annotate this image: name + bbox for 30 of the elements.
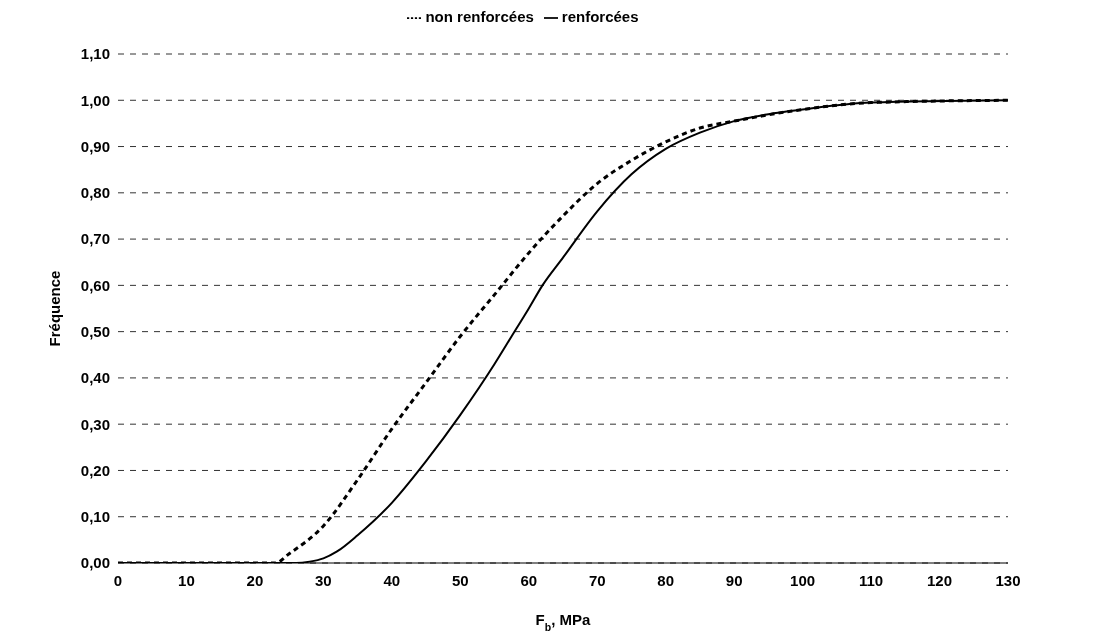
y-tick-label: 0,90 — [80, 137, 110, 155]
y-axis-title: Fréquence — [46, 270, 63, 347]
y-tick-label: 0,50 — [80, 322, 110, 340]
x-tick-label: 40 — [383, 571, 401, 589]
x-tick-label: 50 — [451, 571, 469, 589]
x-tick-label: 110 — [858, 571, 884, 589]
x-tick-label: 80 — [657, 571, 675, 589]
y-tick-label: 1,10 — [80, 45, 110, 63]
x-tick-label: 70 — [588, 571, 606, 589]
x-tick-label: 0 — [113, 571, 123, 589]
x-tick-label: 120 — [927, 571, 953, 589]
x-tick-label: 30 — [315, 571, 332, 589]
y-tick-label: 0,60 — [80, 276, 110, 294]
x-tick-label: 90 — [725, 571, 743, 589]
legend-label: non renforcées — [425, 8, 534, 25]
x-tick-label: 60 — [520, 571, 538, 589]
y-tick-label: 0,10 — [80, 508, 110, 526]
y-tick-label: 1,00 — [80, 91, 110, 109]
x-axis-title: F$_{b}$, MPa — [535, 611, 592, 633]
x-tick-label: 100 — [790, 571, 816, 589]
legend-label: renforcées — [561, 8, 639, 25]
y-tick-label: 0,40 — [80, 369, 110, 387]
x-tick-label: 10 — [178, 571, 195, 589]
y-tick-label: 0,20 — [80, 461, 110, 479]
x-tick-label: 20 — [246, 571, 264, 589]
y-tick-label: 0,30 — [80, 415, 110, 433]
y-tick-label: 0,70 — [80, 230, 110, 248]
x-tick-label: 130 — [995, 571, 1021, 589]
y-tick-label: 0,80 — [80, 184, 110, 202]
y-tick-label: 0,00 — [80, 554, 110, 572]
